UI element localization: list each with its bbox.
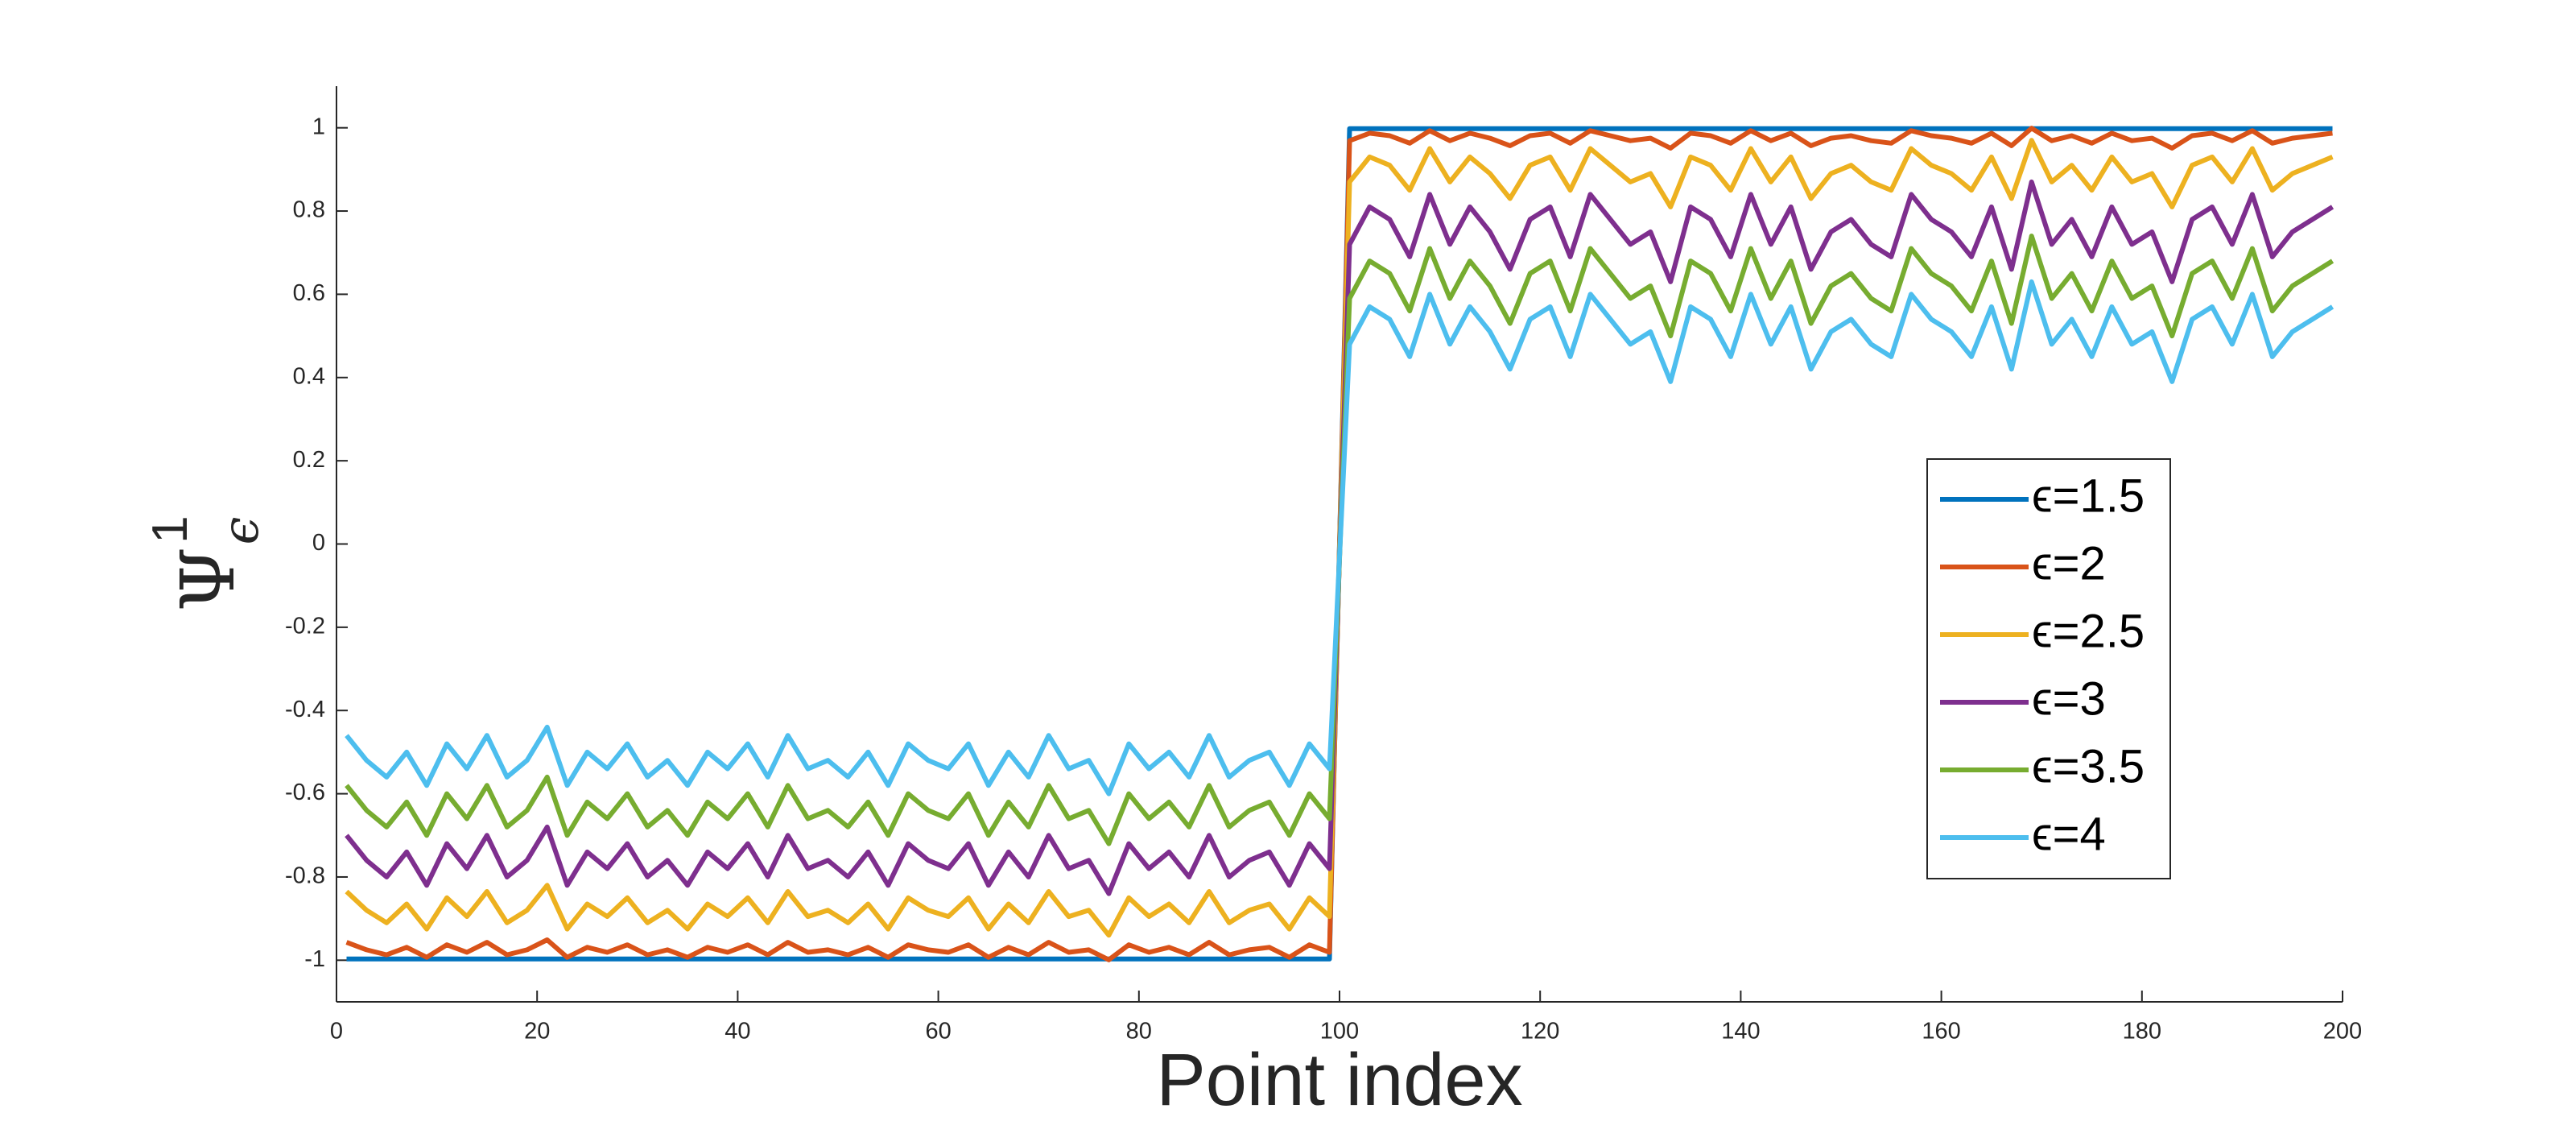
y-tick-label: -0.6: [285, 780, 325, 805]
y-axis-label-text: Ψ 1 ϵ: [142, 515, 270, 611]
legend-label: ϵ=2: [2032, 537, 2106, 590]
x-tick-label: 160: [1922, 1019, 1960, 1045]
y-label-symbol: Ψ: [165, 547, 251, 612]
y-tick-label: -1: [304, 946, 325, 972]
y-tick-label: 0.8: [293, 197, 325, 223]
y-label-subscript: ϵ: [211, 517, 270, 545]
series-line: [345, 279, 2334, 796]
x-tick-label: 60: [925, 1019, 951, 1045]
y-tick-label: 0: [312, 530, 325, 556]
y-tick-label: -0.2: [285, 614, 325, 639]
y-label-superscript: 1: [142, 515, 198, 543]
y-tick-label: -0.4: [285, 697, 325, 722]
y-tick-label: -0.8: [285, 863, 325, 889]
x-tick-label: 200: [2323, 1019, 2362, 1045]
x-tick-label: 20: [524, 1019, 550, 1045]
y-tick-label: 1: [312, 114, 325, 139]
x-tick-label: 0: [330, 1019, 343, 1045]
legend-label: ϵ=3: [2032, 672, 2106, 725]
y-tick-label: 0.6: [293, 280, 325, 306]
legend-label: ϵ=3.5: [2032, 740, 2145, 792]
y-tick-label: 0.2: [293, 447, 325, 473]
x-tick-label: 140: [1721, 1019, 1760, 1045]
legend-label: ϵ=1.5: [2032, 470, 2145, 522]
x-tick-label: 100: [1320, 1019, 1359, 1045]
x-tick-label: 180: [2123, 1019, 2161, 1045]
y-tick-label: 0.4: [293, 363, 325, 389]
x-tick-label: 40: [724, 1019, 750, 1045]
legend-label: ϵ=4: [2032, 808, 2106, 860]
legend-box: [1926, 458, 2171, 879]
x-axis-label: Point index: [1156, 1039, 1522, 1121]
x-tick-label: 80: [1126, 1019, 1152, 1045]
legend-label: ϵ=2.5: [2032, 605, 2145, 657]
legend: ϵ=1.5 ϵ=2 ϵ=2.5 ϵ=3 ϵ=3.5 ϵ=4: [1926, 458, 2171, 879]
x-tick-label: 120: [1521, 1019, 1559, 1045]
y-axis-label: Ψ 1 ϵ: [142, 515, 270, 611]
